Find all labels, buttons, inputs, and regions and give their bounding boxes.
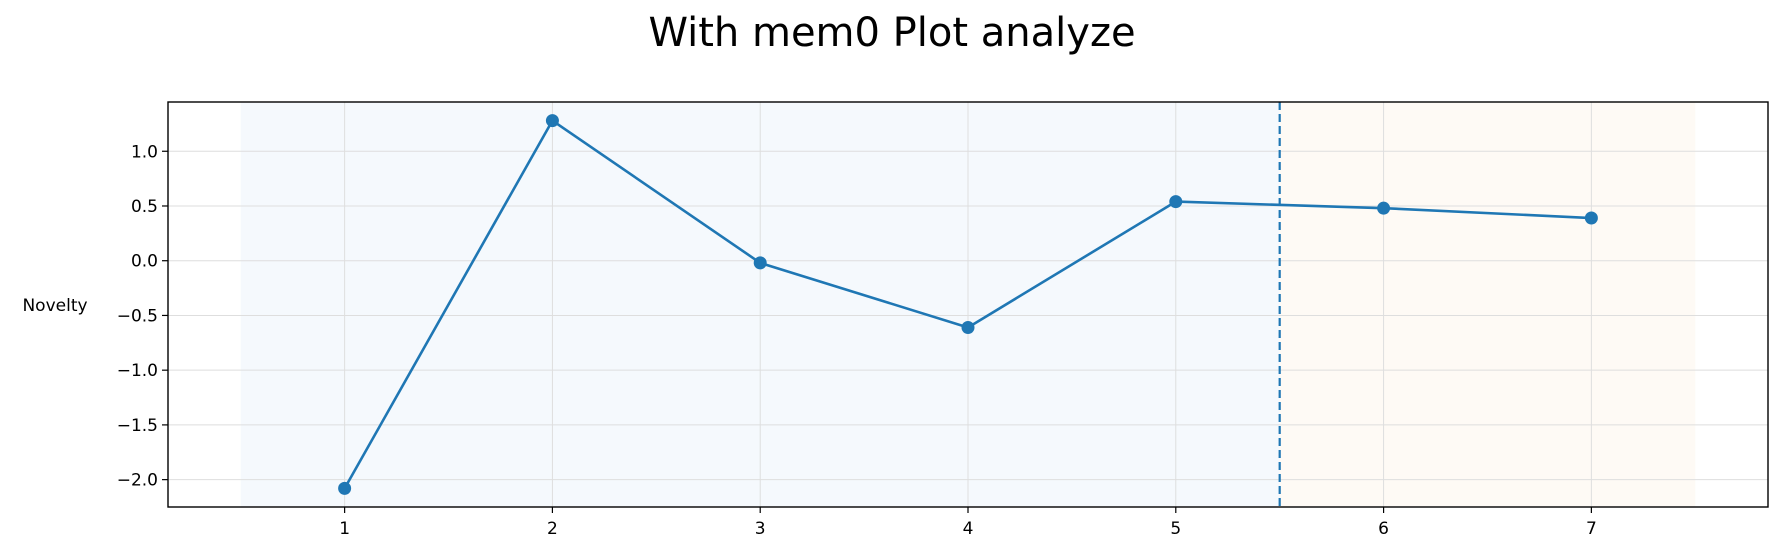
shaded-region-2	[1279, 102, 1696, 507]
x-tick-label: 7	[1586, 519, 1597, 539]
data-point	[961, 320, 975, 334]
chart-title: With mem0 Plot analyze	[648, 10, 1135, 56]
data-point	[545, 114, 559, 128]
x-tick-label: 4	[963, 519, 974, 539]
plot-area: 1 2 3 4 5 6 7 −2.0 −1.5 −1.0 −0.5 0.0 0.5 1.0	[117, 101, 1769, 539]
x-tick-label: 2	[547, 519, 558, 539]
data-point	[753, 256, 767, 270]
data-point	[1377, 201, 1391, 215]
y-axis-label: Novelty	[22, 296, 87, 316]
data-point	[1584, 211, 1598, 225]
data-point	[1169, 195, 1183, 209]
y-tick-label: −2.0	[117, 471, 158, 491]
y-tick-label: −0.5	[117, 306, 158, 326]
y-tick-label: −1.0	[117, 361, 158, 381]
y-tick-label: 0.5	[131, 197, 158, 217]
x-tick-label: 5	[1170, 519, 1181, 539]
y-tick-label: −1.5	[117, 416, 158, 436]
y-tick-label: 0.0	[131, 252, 158, 272]
x-tick-label: 3	[755, 519, 766, 539]
x-tick-label: 1	[339, 519, 350, 539]
y-tick-label: 1.0	[131, 142, 158, 162]
x-tick-label: 6	[1378, 519, 1389, 539]
data-point	[338, 481, 352, 495]
